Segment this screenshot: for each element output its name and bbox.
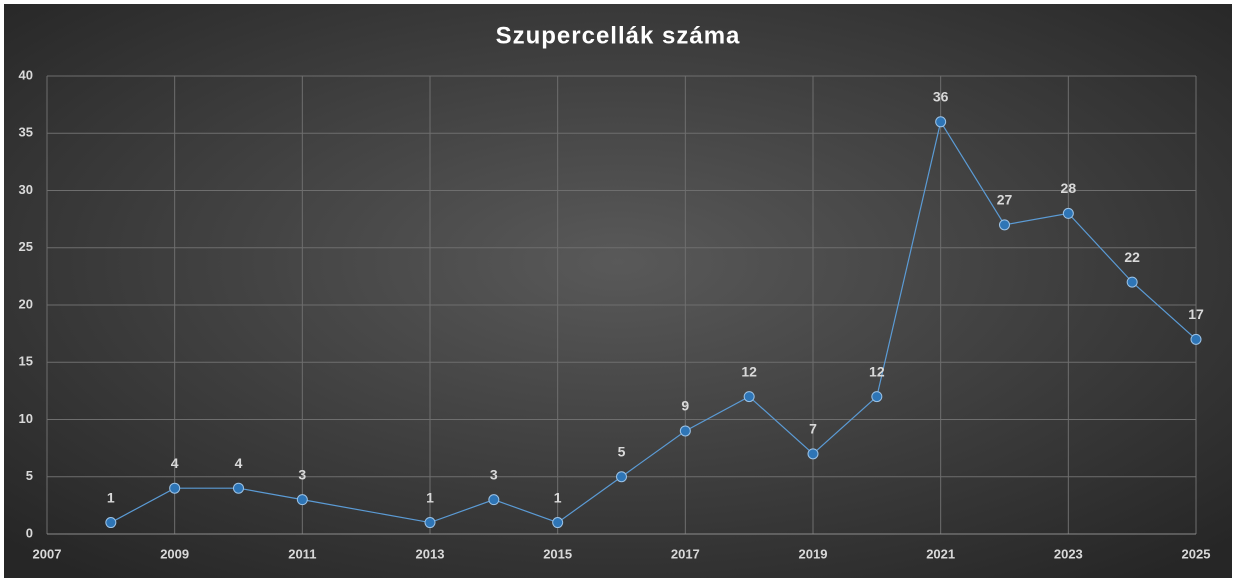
data-point [1190,333,1202,345]
data-point [552,517,564,529]
data-point [807,448,819,460]
data-label: 12 [869,363,885,379]
x-tick-label: 2023 [1054,546,1083,561]
x-tick-label: 2007 [33,546,62,561]
y-tick-label: 40 [19,67,33,82]
x-tick-label: 2025 [1182,546,1211,561]
data-point [679,425,691,437]
chart-title: Szupercellák száma [496,22,741,49]
x-tick-label: 2013 [416,546,445,561]
y-tick-label: 30 [19,182,33,197]
x-tick-label: 2017 [671,546,700,561]
data-point [871,391,883,403]
data-point [488,494,500,506]
x-tick-label: 2019 [799,546,828,561]
chart-background [4,4,1232,578]
y-tick-label: 20 [19,296,33,311]
data-label: 36 [933,89,949,105]
data-point [233,482,244,494]
data-label: 17 [1188,306,1204,322]
data-point [743,391,755,403]
data-label: 1 [554,489,562,505]
data-point [616,471,627,483]
data-label: 4 [171,455,179,471]
data-point [1062,207,1074,219]
data-label: 5 [618,443,626,459]
x-tick-label: 2009 [160,546,189,561]
y-tick-label: 25 [19,239,33,254]
x-tick-label: 2015 [543,546,572,561]
data-label: 3 [490,466,498,482]
data-point [935,116,947,128]
y-tick-label: 5 [26,468,33,483]
data-label: 12 [741,363,757,379]
data-label: 4 [235,455,243,471]
y-tick-label: 0 [26,525,33,540]
data-label: 9 [681,398,689,414]
y-tick-label: 35 [19,125,33,140]
y-tick-label: 15 [19,354,33,369]
data-label: 7 [809,421,817,437]
data-label: 27 [997,192,1013,208]
data-label: 22 [1124,249,1140,265]
data-label: 1 [107,489,115,505]
data-label: 28 [1061,180,1077,196]
x-tick-label: 2011 [288,546,316,561]
data-point [1126,276,1138,288]
data-point [105,517,117,529]
data-point [424,517,436,529]
data-point [169,482,181,494]
data-label: 1 [426,489,434,505]
x-tick-label: 2021 [926,546,955,561]
data-label: 3 [298,466,306,482]
data-point [296,494,308,506]
y-tick-label: 10 [19,411,33,426]
data-point [999,219,1010,231]
